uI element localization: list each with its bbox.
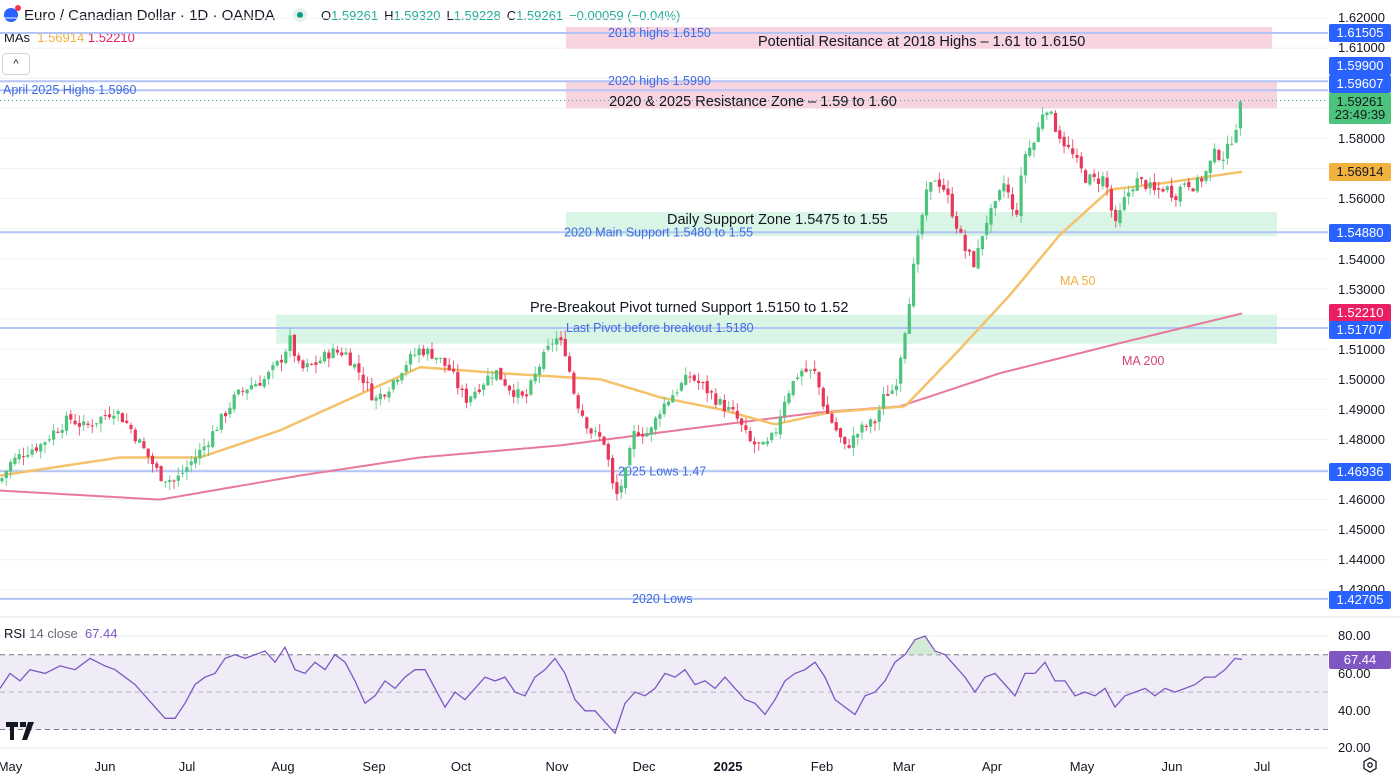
ohlc-high: H1.59320 bbox=[384, 7, 441, 23]
candlesticks bbox=[0, 101, 1242, 501]
rsi-legend[interactable]: RSI 14 close 67.44 bbox=[4, 626, 118, 641]
time-axis-label: Dec bbox=[632, 759, 656, 774]
line-2018-highs-label: 2018 highs 1.6150 bbox=[608, 26, 711, 40]
resistance-zone-2020-2025[interactable] bbox=[566, 81, 1277, 109]
price-axis-label: 1.46000 bbox=[1338, 492, 1385, 507]
ohlc-close: C1.59261 bbox=[506, 7, 564, 23]
rsi-axis-label: 20.00 bbox=[1338, 740, 1371, 755]
time-axis-label: Apr bbox=[981, 759, 1003, 774]
price-tag: 67.44 bbox=[1329, 651, 1391, 669]
chevron-up-icon: ^ bbox=[13, 58, 19, 70]
price-axis-label: 1.62000 bbox=[1338, 10, 1385, 25]
ohlc-open: O1.59261 bbox=[320, 7, 379, 23]
price-tag: 1.46936 bbox=[1329, 463, 1391, 481]
time-axis-label: Feb bbox=[810, 759, 834, 774]
ma200-line bbox=[0, 312, 1243, 501]
tradingview-logo-icon[interactable] bbox=[6, 722, 40, 740]
price-tag: 1.42705 bbox=[1329, 591, 1391, 609]
time-axis-label: Jun bbox=[94, 759, 116, 774]
price-change: −0.00059 (−0.04%) bbox=[569, 7, 681, 23]
time-axis-label: May bbox=[1069, 759, 1095, 774]
line-2025-lows-label: 2025 Lows 1.47 bbox=[618, 464, 706, 478]
price-axis-label: 1.54000 bbox=[1338, 252, 1385, 267]
price-tag: 1.52210 bbox=[1329, 304, 1391, 322]
price-tag: 23:49:39 bbox=[1329, 106, 1391, 124]
svg-text:MA 50: MA 50 bbox=[1060, 274, 1095, 288]
price-tag: 1.59900 bbox=[1329, 57, 1391, 75]
svg-text:Pre-Breakout Pivot turned Supp: Pre-Breakout Pivot turned Support 1.5150… bbox=[530, 300, 848, 316]
price-axis-label: 1.51000 bbox=[1338, 342, 1385, 357]
price-axis-label: 1.53000 bbox=[1338, 282, 1385, 297]
time-axis-label: Sep bbox=[362, 759, 386, 774]
time-axis-label: Jul bbox=[178, 759, 196, 774]
settings-gear-icon[interactable] bbox=[1362, 757, 1378, 773]
svg-text:2020 & 2025 Resistance Zone –: 2020 & 2025 Resistance Zone – 1.59 to 1.… bbox=[609, 94, 897, 110]
time-axis-label: 2025 bbox=[713, 759, 743, 774]
time-axis-label: Aug bbox=[271, 759, 295, 774]
price-axis-label: 1.44000 bbox=[1338, 552, 1385, 567]
line-2020-highs-label: 2020 highs 1.5990 bbox=[608, 74, 711, 88]
price-tag: 1.59607 bbox=[1329, 75, 1391, 93]
line-last-pivot-label: Last Pivot before breakout 1.5180 bbox=[566, 321, 754, 335]
time-axis-label: Oct bbox=[450, 759, 472, 774]
rsi-line bbox=[0, 635, 1243, 735]
time-axis-label: Jun bbox=[1161, 759, 1183, 774]
price-axis-label: 1.45000 bbox=[1338, 522, 1385, 537]
price-axis-label: 1.49000 bbox=[1338, 402, 1385, 417]
rsi-axis-label: 40.00 bbox=[1338, 703, 1371, 718]
rsi-axis-label: 80.00 bbox=[1338, 628, 1371, 643]
time-axis-label: May bbox=[0, 759, 23, 774]
price-axis-label: 1.56000 bbox=[1338, 191, 1385, 206]
price-axis-label: 1.58000 bbox=[1338, 131, 1385, 146]
price-tag: 1.51707 bbox=[1329, 321, 1391, 339]
price-tag: 1.61505 bbox=[1329, 24, 1391, 42]
price-tag: 1.54880 bbox=[1329, 224, 1391, 242]
pivot-support-zone[interactable] bbox=[276, 314, 1277, 344]
collapse-legend-button[interactable]: ^ bbox=[2, 53, 30, 75]
ohlc-low: L1.59228 bbox=[446, 7, 501, 23]
svg-text:Potential Resitance at 2018 Hi: Potential Resitance at 2018 Highs – 1.61… bbox=[758, 34, 1085, 50]
line-2020-main-support-label: 2020 Main Support 1.5480 to 1.55 bbox=[564, 225, 753, 239]
price-axis-label: 1.61000 bbox=[1338, 40, 1385, 55]
rsi-axis-label: 60.00 bbox=[1338, 666, 1371, 681]
time-axis-label: Mar bbox=[892, 759, 916, 774]
line-april-2025-highs-label: April 2025 Highs 1.5960 bbox=[3, 83, 136, 97]
ma50-line bbox=[0, 170, 1243, 477]
svg-text:MA 200: MA 200 bbox=[1122, 354, 1164, 368]
price-axis-label: 1.48000 bbox=[1338, 432, 1385, 447]
price-tag: 1.56914 bbox=[1329, 163, 1391, 181]
price-axis-label: 1.50000 bbox=[1338, 372, 1385, 387]
svg-text:Daily Support Zone 1.5475 to 1: Daily Support Zone 1.5475 to 1.55 bbox=[667, 212, 888, 228]
time-axis-label: Jul bbox=[1253, 759, 1271, 774]
symbol-title[interactable]: Euro / Canadian Dollar · 1D · OANDA bbox=[24, 6, 275, 24]
line-2020-lows-label: 2020 Lows bbox=[632, 592, 692, 606]
time-axis-label: Nov bbox=[545, 759, 569, 774]
